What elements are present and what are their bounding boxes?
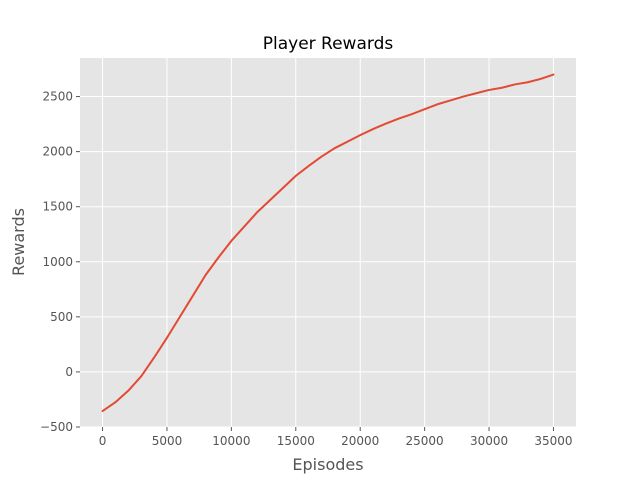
x-tick-label: 20000 xyxy=(341,434,379,448)
y-axis-label: Rewards xyxy=(9,208,28,276)
x-tick-label: 0 xyxy=(99,434,107,448)
series-group xyxy=(101,73,555,413)
y-axis: −500 0 500 1000 1500 2000 2500 xyxy=(40,90,80,434)
x-tick-label: 35000 xyxy=(534,434,572,448)
chart-title: Player Rewards xyxy=(263,34,394,54)
y-tick-label: 2000 xyxy=(42,145,73,159)
plot-area xyxy=(80,58,576,427)
y-tick-label: 1000 xyxy=(42,255,73,269)
y-tick-label: 2500 xyxy=(42,90,73,104)
x-tick-label: 25000 xyxy=(406,434,444,448)
x-axis-label: Episodes xyxy=(292,455,363,474)
x-tick-label: 30000 xyxy=(470,434,508,448)
y-tick-label: 0 xyxy=(65,365,73,379)
y-tick-label: 500 xyxy=(50,310,73,324)
x-tick-label: 15000 xyxy=(277,434,315,448)
series-line xyxy=(101,73,555,413)
y-tick-label: 1500 xyxy=(42,200,73,214)
x-tick-label: 10000 xyxy=(212,434,250,448)
x-tick-label: 5000 xyxy=(152,434,183,448)
y-tick-label: −500 xyxy=(40,420,73,434)
x-axis: 0 5000 10000 15000 20000 25000 30000 35000 xyxy=(99,427,573,448)
